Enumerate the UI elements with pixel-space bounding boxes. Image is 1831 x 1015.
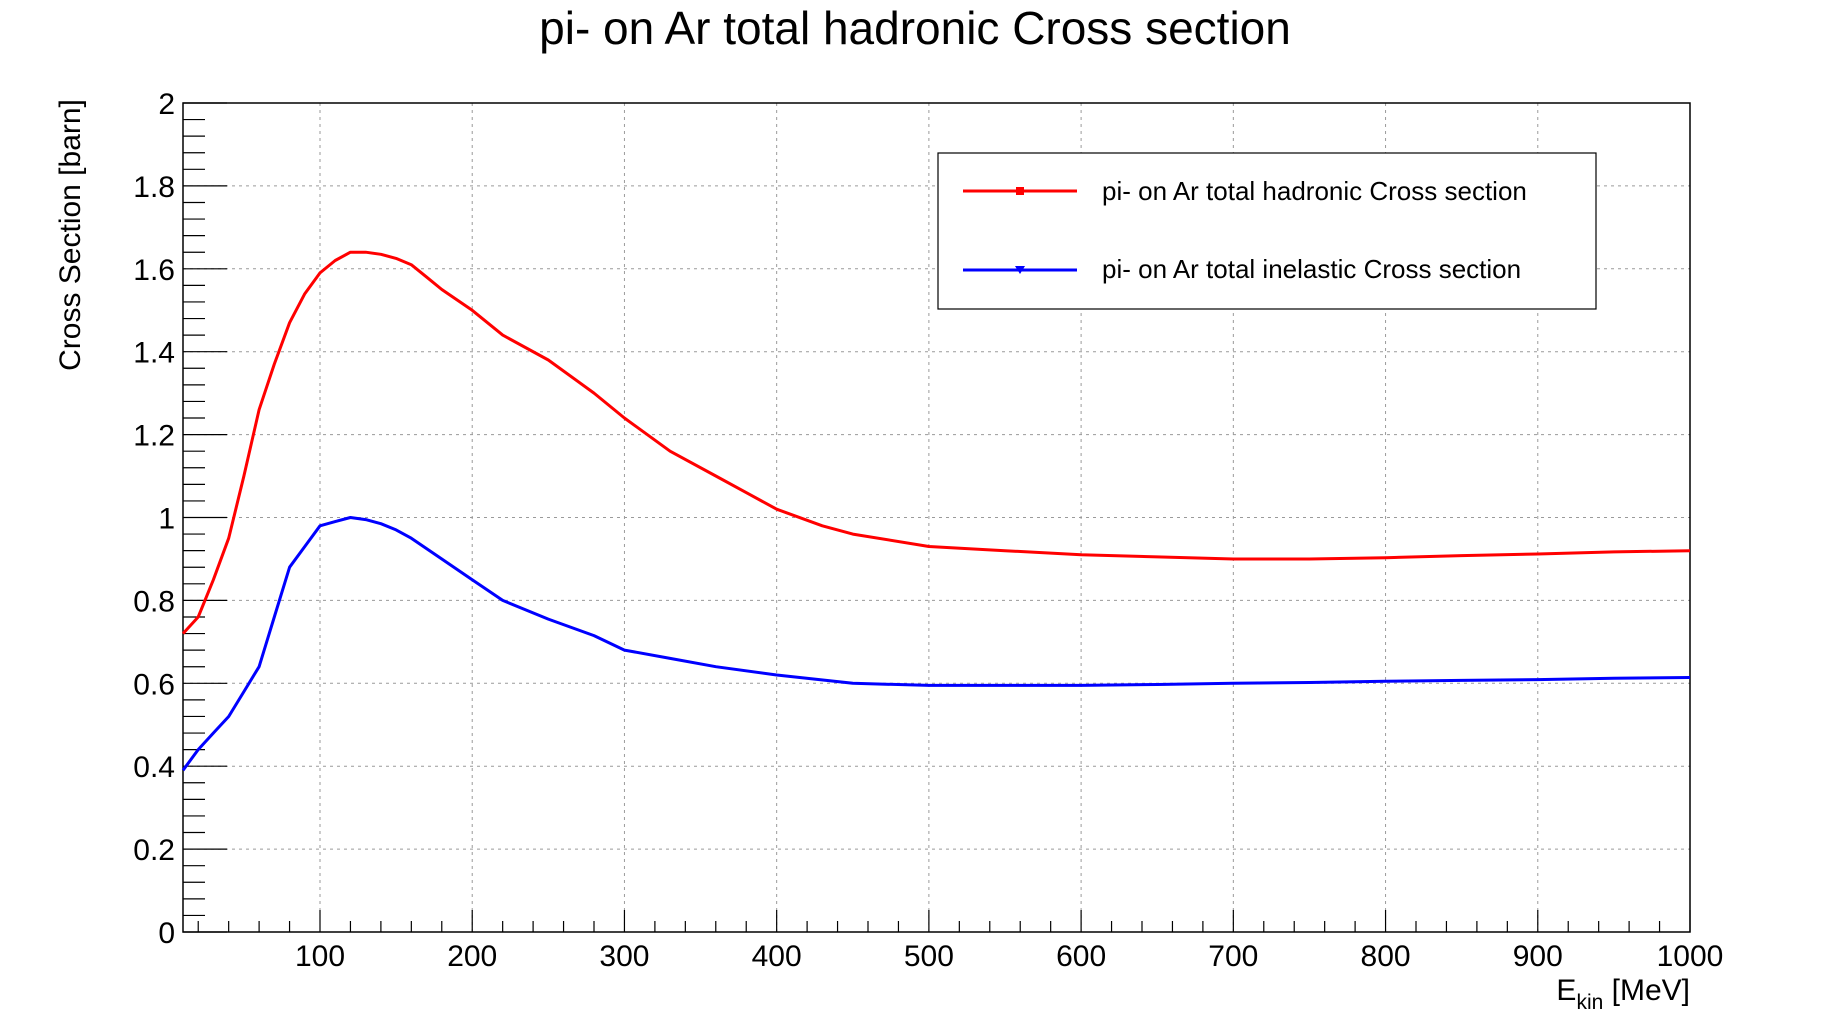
x-tick-label: 700 [1208, 940, 1258, 973]
x-tick-label: 400 [752, 940, 802, 973]
axis-ticks [183, 102, 1691, 933]
axis-tick-labels: 100 200 300 400 500 600 700 800 900 1000 0 0.2 0.4 0.… [133, 88, 1723, 973]
x-axis-label-main: E [1556, 974, 1576, 1007]
legend-box [937, 152, 1597, 310]
x-tick-label: 300 [599, 940, 649, 973]
x-tick-label: 1000 [1657, 940, 1724, 973]
y-tick-label: 1.8 [133, 171, 175, 204]
legend-label-inelastic: pi- on Ar total inelastic Cross section [1102, 254, 1521, 284]
y-axis-label: Cross Section [barn] [54, 99, 87, 371]
x-axis-label-unit: [MeV] [1603, 974, 1690, 1007]
y-tick-label: 0.4 [133, 751, 175, 784]
y-tick-label: 2 [158, 88, 175, 121]
y-tick-label: 0.6 [133, 668, 175, 701]
x-axis-label-subscript: kin [1576, 991, 1603, 1014]
x-tick-label: 200 [447, 940, 497, 973]
series-line-hadronic [181, 250, 1691, 635]
y-tick-label: 0.8 [133, 585, 175, 618]
y-tick-label: 0 [158, 917, 175, 950]
x-tick-label: 600 [1056, 940, 1106, 973]
y-tick-label: 1.4 [133, 337, 175, 370]
y-tick-label: 1.6 [133, 254, 175, 287]
legend: pi- on Ar total hadronic Cross section p… [937, 152, 1597, 310]
x-tick-label: 500 [904, 940, 954, 973]
legend-marker-hadronic [1016, 187, 1024, 195]
y-tick-label: 1.2 [133, 420, 175, 453]
legend-marker-inelastic [1015, 266, 1025, 274]
chart-title: pi- on Ar total hadronic Cross section [539, 2, 1291, 54]
x-tick-label: 800 [1361, 940, 1411, 973]
x-axis-label: Ekin [MeV] [1556, 974, 1690, 1014]
x-tick-label: 900 [1513, 940, 1563, 973]
y-tick-label: 1 [158, 503, 175, 536]
data-series [181, 250, 1691, 772]
series-line-inelastic [181, 516, 1691, 772]
x-tick-label: 100 [295, 940, 345, 973]
legend-label-hadronic: pi- on Ar total hadronic Cross section [1102, 176, 1527, 206]
y-tick-label: 0.2 [133, 834, 175, 867]
